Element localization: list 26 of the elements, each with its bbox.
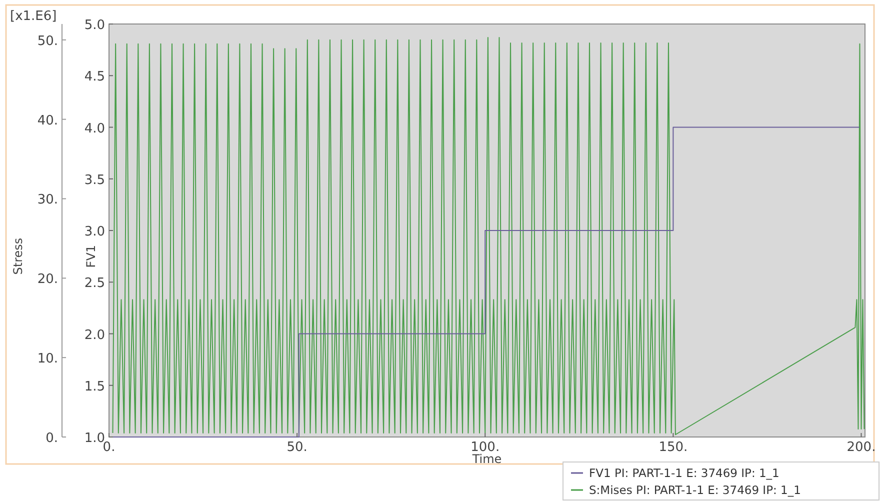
text: [x1.E6] <box>10 9 57 24</box>
legend-label: S:Mises PI: PART-1-1 E: 37469 IP: 1_1 <box>589 483 801 497</box>
y-tick-label: 30. <box>37 192 58 208</box>
y2-tick-label: 4.5 <box>84 70 105 85</box>
y-tick-label: 40. <box>37 113 58 128</box>
x-tick-label: 50. <box>286 440 308 455</box>
y2-tick-label: 5.0 <box>84 18 105 33</box>
x-tick-label: 0. <box>102 440 116 455</box>
y2-tick-label: 2.0 <box>84 328 105 343</box>
y2-tick-label: 3.0 <box>84 224 105 240</box>
y2-tick-label: 4.0 <box>84 121 105 136</box>
x-tick-label: 100. <box>470 440 500 455</box>
line-series <box>112 37 865 436</box>
y-axis-title: Stress <box>11 238 25 275</box>
y2-tick-label: 2.5 <box>84 276 105 292</box>
y2-axis-title: FV1 <box>84 244 98 268</box>
y-tick-label: 10. <box>37 352 58 367</box>
x-tick-label: 200. <box>846 440 876 455</box>
y-tick-label: 20. <box>37 272 58 288</box>
x-tick-label: 150. <box>658 440 688 455</box>
y-tick-label: 50. <box>37 34 58 49</box>
x-axis-title: Time <box>471 452 502 466</box>
y2-tick-label: 1.0 <box>84 431 105 446</box>
y2-tick-label: 3.5 <box>84 172 105 188</box>
legend-label: FV1 PI: PART-1-1 E: 37469 IP: 1_1 <box>589 466 780 480</box>
y2-tick-label: 1.5 <box>84 379 105 394</box>
